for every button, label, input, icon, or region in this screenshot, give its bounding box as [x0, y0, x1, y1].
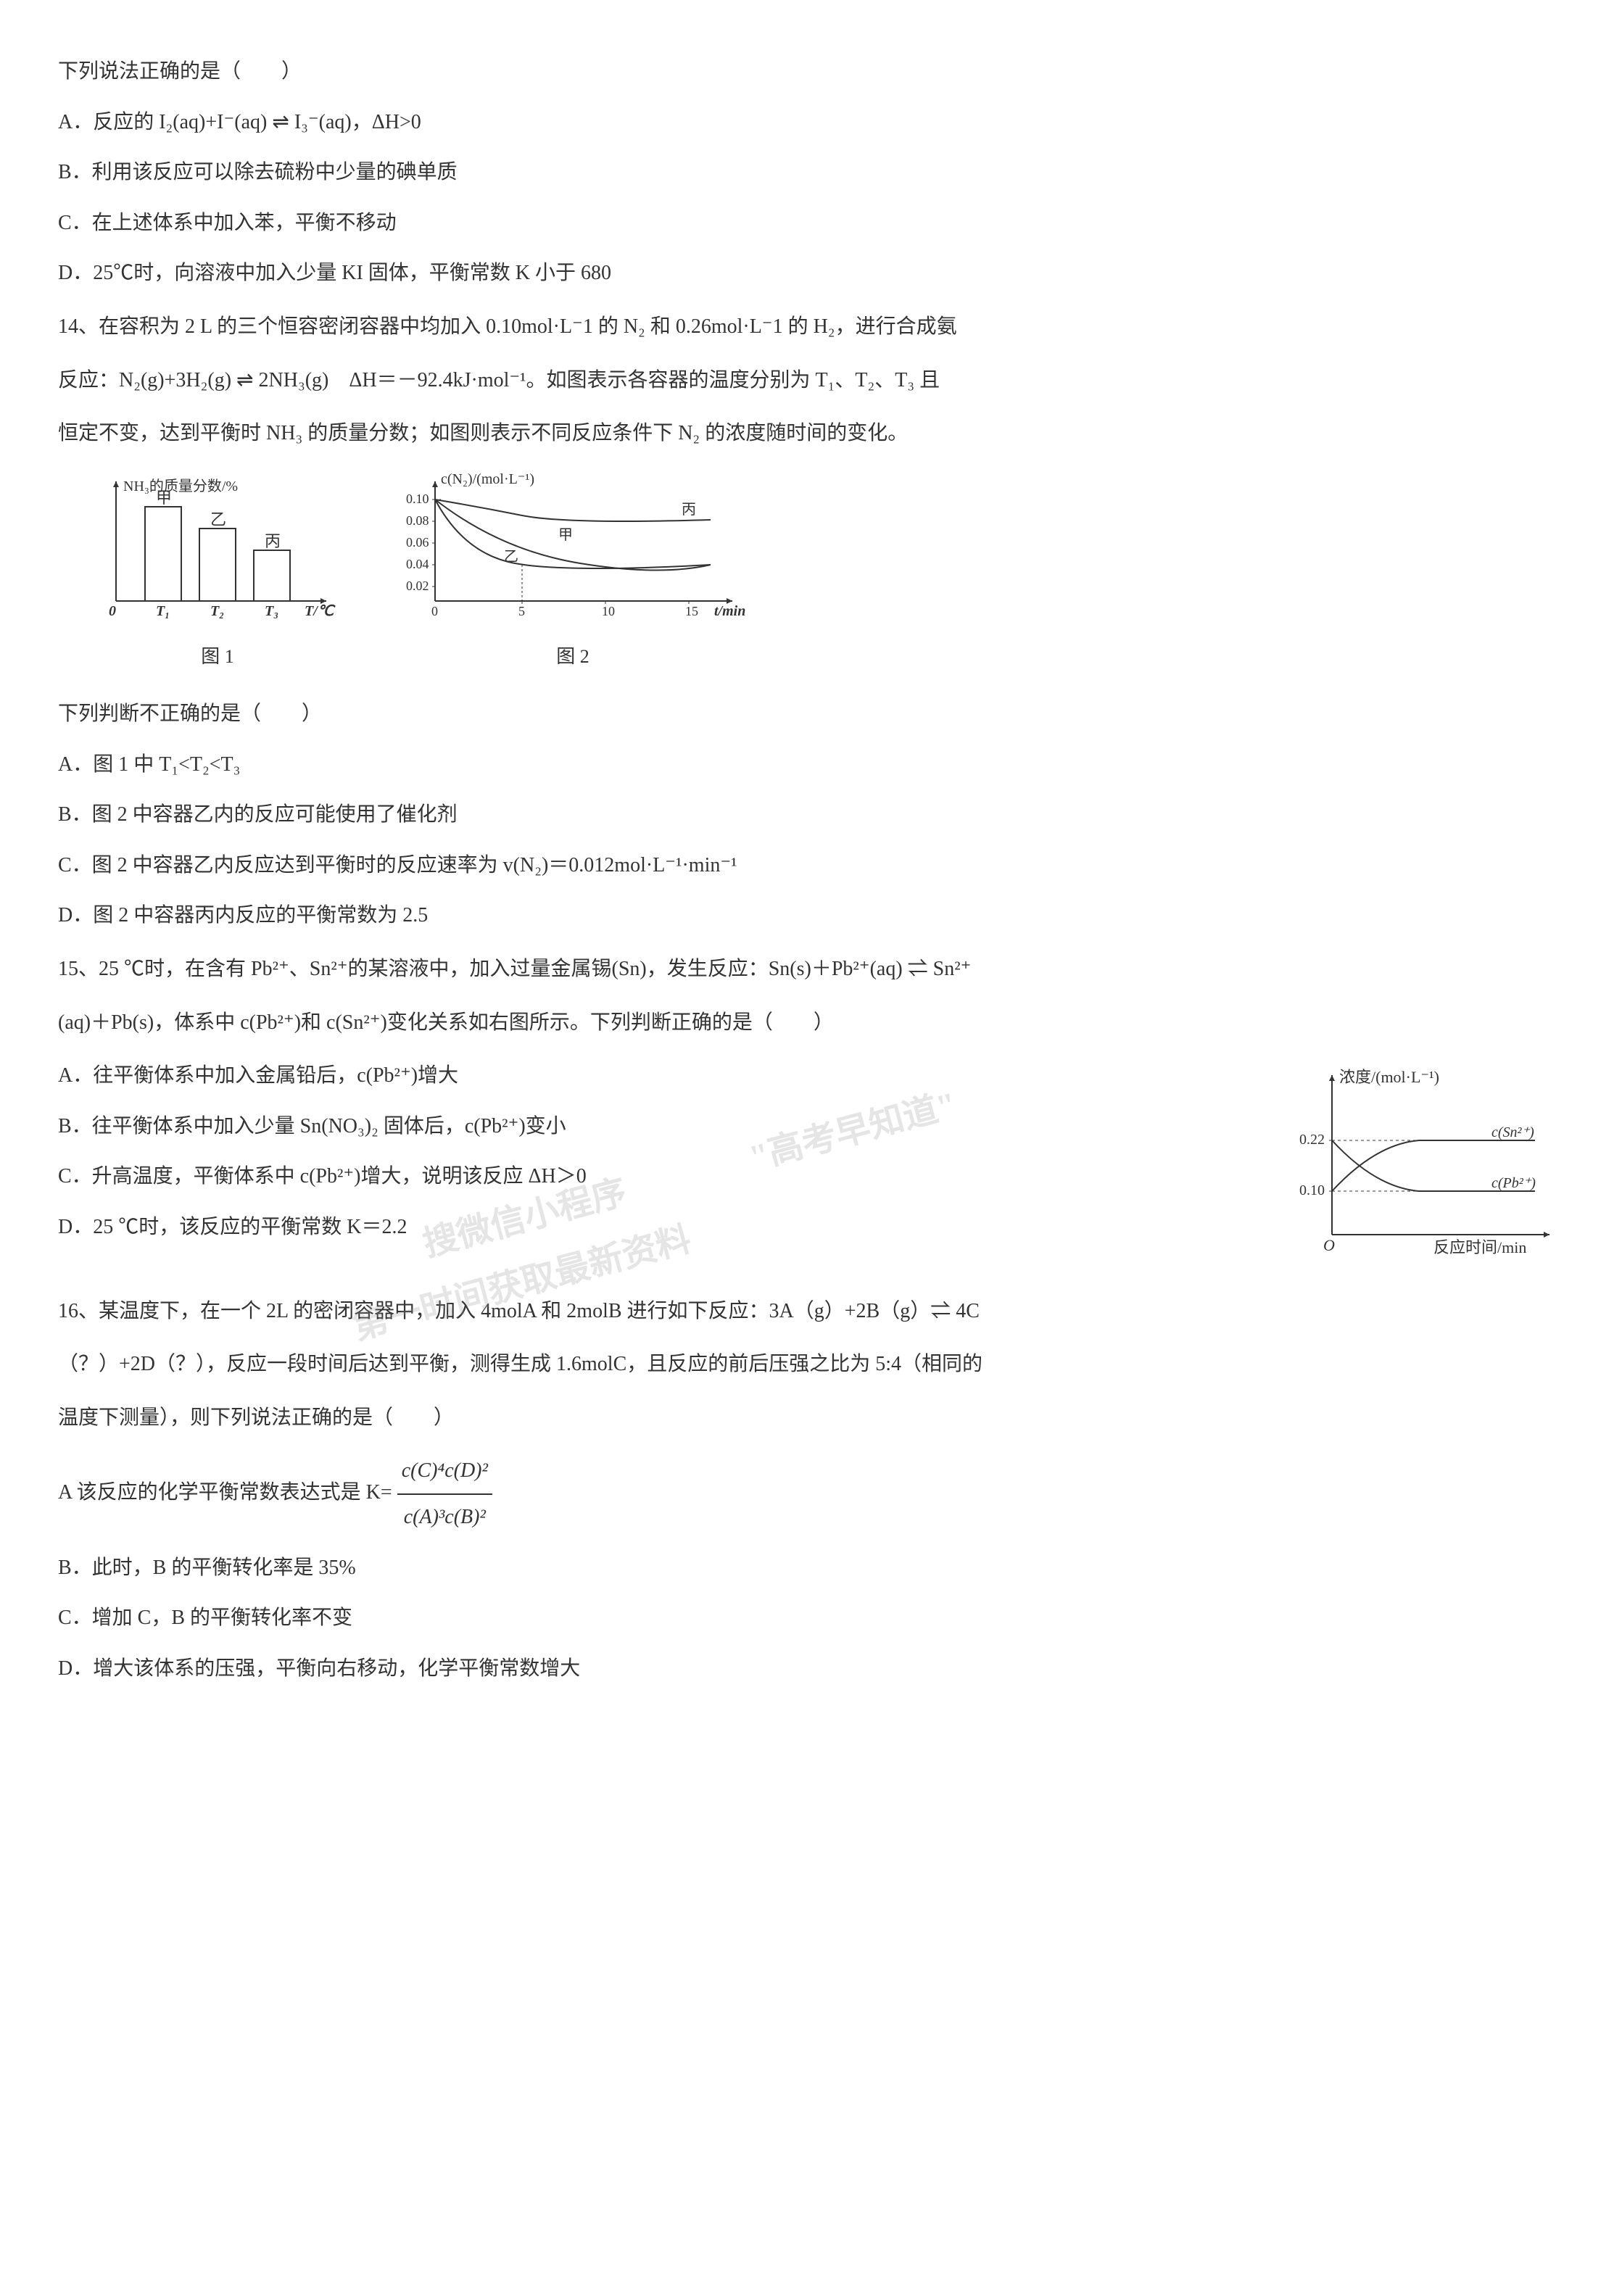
- chart2-ytick3: 0.08: [406, 513, 429, 528]
- chart2-xtick1: 5: [518, 604, 525, 618]
- q15-text-line1: 15、25 ℃时，在含有 Pb²⁺、Sn²⁺的某溶液中，加入过量金属锡(Sn)，…: [58, 947, 1564, 992]
- chart2-xlabel: t/min: [714, 603, 745, 619]
- q16-option-a: A 该反应的化学平衡常数表达式是 K= c(C)⁴c(D)² c(A)³c(B)…: [58, 1449, 1564, 1539]
- chart3-ytick-022: 0.22: [1299, 1132, 1325, 1148]
- q14-option-c: C．图 2 中容器乙内反应达到平衡时的反应速率为 v(N₂)＝0.012mol·…: [58, 843, 1564, 888]
- chart2-xtick3: 15: [685, 604, 698, 618]
- chart2-ytick0: 0.02: [406, 579, 429, 593]
- q16-option-a-fraction: c(C)⁴c(D)² c(A)³c(B)²: [397, 1449, 492, 1539]
- q16-text-line3: 温度下测量），则下列说法正确的是（ ）: [58, 1396, 1564, 1441]
- q16-option-b: B．此时，B 的平衡转化率是 35%: [58, 1546, 1564, 1591]
- q16-text-line1: 16、某温度下，在一个 2L 的密闭容器中，加入 4molA 和 2molB 进…: [58, 1289, 1564, 1334]
- chart2-caption: 图 2: [556, 636, 589, 677]
- chart1-xtick1: T₁: [156, 603, 170, 619]
- chart1-bar1-label: 甲: [156, 489, 172, 507]
- chart3-curve-sn: c(Sn²⁺): [1491, 1124, 1534, 1140]
- chart1-ylabel: NH₃的质量分数/%: [123, 478, 238, 494]
- question-prompt: 下列说法正确的是（ ）: [58, 49, 1564, 94]
- q16-option-c: C．增加 C，B 的平衡转化率不变: [58, 1596, 1564, 1641]
- chart1-xtick2: T₂: [210, 603, 224, 619]
- chart3-ytick-010: 0.10: [1299, 1182, 1325, 1198]
- chart1-xtick3: T₃: [265, 603, 278, 619]
- chart1-xtick0: 0: [109, 603, 116, 619]
- q14-option-b: B．图 2 中容器乙内的反应可能使用了催化剂: [58, 792, 1564, 837]
- chart2-ytick2: 0.06: [406, 535, 429, 550]
- q16-option-a-denominator: c(A)³c(B)²: [397, 1495, 492, 1540]
- q16-option-a-prefix: A 该反应的化学平衡常数表达式是 K=: [58, 1481, 392, 1504]
- chart3-container: 浓度/(mol·L⁻¹) 0.22 0.10 c(Sn²⁺) c(Pb²⁺) O…: [1288, 1061, 1564, 1280]
- chart1-bar3-label: 丙: [265, 532, 281, 550]
- chart3-ylabel: 浓度/(mol·L⁻¹): [1339, 1068, 1439, 1086]
- chart2-xtick0: 0: [431, 604, 438, 618]
- q14-text-line2: 反应：N₂(g)+3H₂(g) ⇌ 2NH₃(g) ΔH＝－92.4kJ·mol…: [58, 358, 1564, 403]
- chart2-container: c(N₂)/(mol·L⁻¹) 0.02 0.04 0.06 0.08 0.10…: [392, 471, 754, 677]
- chart3-svg: 浓度/(mol·L⁻¹) 0.22 0.10 c(Sn²⁺) c(Pb²⁺) O…: [1288, 1061, 1564, 1264]
- option-b: B．利用该反应可以除去硫粉中少量的碘单质: [58, 150, 1564, 195]
- option-d: D．25℃时，向溶液中加入少量 KI 固体，平衡常数 K 小于 680: [58, 251, 1564, 296]
- chart2-curve-bing: 丙: [682, 502, 696, 518]
- q16-text-line2: （？）+2D（？），反应一段时间后达到平衡，测得生成 1.6molC，且反应的前…: [58, 1342, 1564, 1387]
- q14-option-d: D．图 2 中容器丙内反应的平衡常数为 2.5: [58, 893, 1564, 938]
- chart2-curve-jia: 甲: [558, 527, 573, 543]
- q15-text-line2: (aq)＋Pb(s)，体系中 c(Pb²⁺)和 c(Sn²⁺)变化关系如右图所示…: [58, 1000, 1564, 1045]
- chart1-svg: NH₃的质量分数/% 甲 乙 丙 0 T₁ T₂ T₃ T/℃: [87, 471, 348, 630]
- q16-option-a-numerator: c(C)⁴c(D)²: [397, 1449, 492, 1495]
- q14-text-line1: 14、在容积为 2 L 的三个恒容密闭容器中均加入 0.10mol·L⁻1 的 …: [58, 304, 1564, 349]
- chart2-svg: c(N₂)/(mol·L⁻¹) 0.02 0.04 0.06 0.08 0.10…: [392, 471, 754, 630]
- q14-prompt: 下列判断不正确的是（ ）: [58, 692, 1564, 737]
- q14-text-line3: 恒定不变，达到平衡时 NH₃ 的质量分数；如图则表示不同反应条件下 N₂ 的浓度…: [58, 411, 1564, 456]
- chart1-caption: 图 1: [201, 636, 234, 677]
- chart2-curve-yi: 乙: [504, 549, 518, 565]
- option-a: A．反应的 I₂(aq)+I⁻(aq) ⇌ I₃⁻(aq)，ΔH>0: [58, 100, 1564, 145]
- charts-row: NH₃的质量分数/% 甲 乙 丙 0 T₁ T₂ T₃ T/℃ 图 1 c(N₂…: [87, 471, 1564, 677]
- q14-option-a: A．图 1 中 T₁<T₂<T₃: [58, 742, 1564, 787]
- chart2-xtick2: 10: [602, 604, 615, 618]
- option-c: C．在上述体系中加入苯，平衡不移动: [58, 201, 1564, 246]
- chart2-ylabel: c(N₂)/(mol·L⁻¹): [441, 471, 534, 487]
- chart2-ytick4: 0.10: [406, 492, 429, 506]
- q16-option-d: D．增大该体系的压强，平衡向右移动，化学平衡常数增大: [58, 1646, 1564, 1691]
- chart2-ytick1: 0.04: [406, 557, 429, 571]
- chart1-xlabel: T/℃: [305, 603, 336, 619]
- chart3-xlabel: 反应时间/min: [1433, 1238, 1526, 1256]
- chart3-curve-pb: c(Pb²⁺): [1491, 1175, 1536, 1191]
- chart1-container: NH₃的质量分数/% 甲 乙 丙 0 T₁ T₂ T₃ T/℃ 图 1: [87, 471, 348, 677]
- chart3-origin: O: [1323, 1236, 1335, 1254]
- chart1-bar2-label: 乙: [210, 510, 226, 529]
